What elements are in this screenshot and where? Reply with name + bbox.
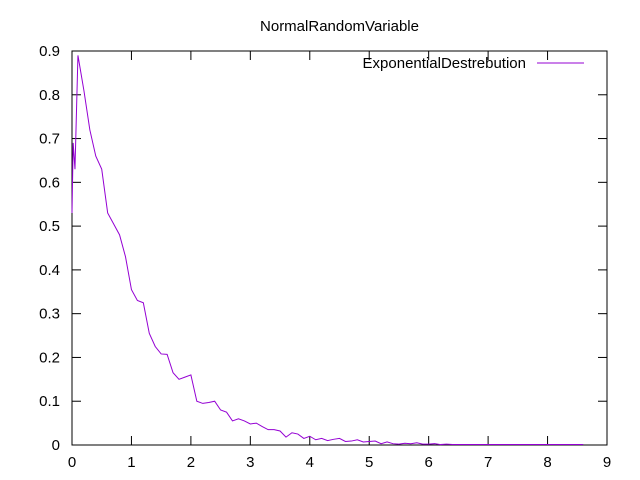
x-tick-label: 0 xyxy=(68,454,76,471)
y-tick-label: 0.7 xyxy=(39,131,60,148)
x-tick-label: 9 xyxy=(603,454,611,471)
y-tick-label: 0 xyxy=(52,437,60,454)
x-axis: 0 1 2 3 4 5 6 7 8 9 xyxy=(68,51,611,471)
x-tick-label: 6 xyxy=(424,454,432,471)
y-tick-label: 0.9 xyxy=(39,43,60,60)
x-tick-label: 7 xyxy=(484,454,492,471)
y-tick-label: 0.2 xyxy=(39,349,60,366)
x-tick-label: 5 xyxy=(365,454,373,471)
legend: ExponentialDestrebution xyxy=(363,55,584,72)
plot-frame xyxy=(71,50,608,446)
legend-label: ExponentialDestrebution xyxy=(363,55,526,72)
chart-title: NormalRandomVariable xyxy=(260,18,419,35)
x-tick-label: 3 xyxy=(246,454,254,471)
y-tick-label: 0.6 xyxy=(39,174,60,191)
x-tick-label: 2 xyxy=(187,454,195,471)
x-tick-label: 4 xyxy=(306,454,314,471)
y-tick-label: 0.8 xyxy=(39,87,60,104)
x-tick-label: 8 xyxy=(543,454,551,471)
x-tick-label: 1 xyxy=(127,454,135,471)
exponential-destrebution-line xyxy=(71,55,584,446)
y-tick-label: 0.4 xyxy=(39,262,60,279)
y-tick-label: 0.1 xyxy=(39,393,60,410)
y-tick-label: 0.5 xyxy=(39,218,60,235)
y-tick-label: 0.3 xyxy=(39,306,60,323)
y-axis: 0 0.1 0.2 0.3 0.4 0.5 0.6 0.7 0.8 0.9 xyxy=(39,43,607,454)
